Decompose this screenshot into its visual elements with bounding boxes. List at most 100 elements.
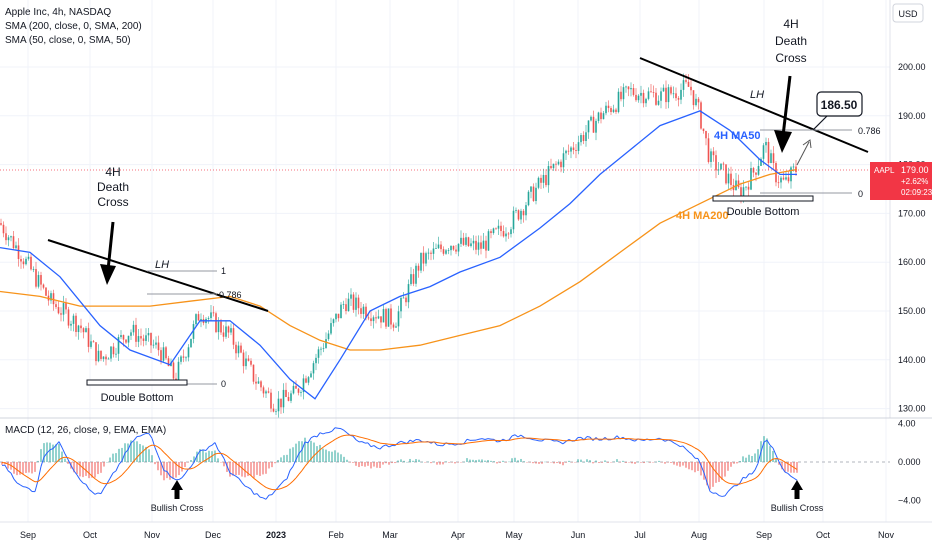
candle-body xyxy=(110,346,112,359)
macd-line xyxy=(220,453,225,459)
macd-histogram-bar xyxy=(463,461,465,463)
macd-line xyxy=(673,442,678,446)
candle-body xyxy=(380,316,382,323)
currency-label: USD xyxy=(898,9,918,19)
signal-line xyxy=(748,479,753,482)
macd-line xyxy=(37,466,42,481)
macd-histogram-bar xyxy=(376,462,378,468)
candle-body xyxy=(420,252,422,271)
candle-body xyxy=(600,112,602,120)
time-tick-label: Oct xyxy=(83,530,98,540)
macd-histogram-bar xyxy=(250,462,252,476)
macd-line xyxy=(754,463,759,471)
legend-sma200[interactable]: SMA (200, close, 0, SMA, 200) xyxy=(5,21,142,32)
macd-histogram-bar xyxy=(391,462,393,464)
signal-line xyxy=(763,463,768,469)
candle-body xyxy=(685,80,687,82)
legend[interactable]: Apple Inc, 4h, NASDAQ SMA (200, close, 0… xyxy=(5,6,142,48)
macd-axis[interactable]: 4.00 0.000 −4.00 xyxy=(898,419,921,506)
signal-line xyxy=(334,437,339,440)
macd-histogram-bar xyxy=(202,450,204,462)
macd-histogram-bar xyxy=(691,462,693,471)
candle-body xyxy=(670,87,672,94)
legend-sma50[interactable]: SMA (50, close, 0, SMA, 50) xyxy=(5,35,131,46)
macd-line xyxy=(196,450,201,456)
macd-histogram-bar xyxy=(673,462,675,465)
macd-histogram-bar xyxy=(562,462,564,466)
candle-body xyxy=(187,347,190,358)
signal-line xyxy=(766,460,771,465)
signal-line xyxy=(28,477,33,481)
macd-histogram-bar xyxy=(610,462,612,463)
macd-legend[interactable]: MACD (12, 26, close, 9, EMA, EMA) xyxy=(5,425,167,436)
macd-histogram-bar xyxy=(238,462,240,475)
macd-line xyxy=(397,440,402,444)
macd-line xyxy=(718,495,723,497)
macd-line xyxy=(46,449,51,454)
macd-line xyxy=(193,455,198,463)
signal-line xyxy=(4,462,9,465)
candle-body xyxy=(455,249,457,252)
candle-body xyxy=(662,87,665,92)
signal-line xyxy=(703,454,708,460)
macd-histogram-bar xyxy=(262,462,264,475)
macd-histogram-bar xyxy=(550,462,552,463)
macd-histogram-bar xyxy=(796,462,798,473)
signal-line xyxy=(202,459,207,463)
macd-line xyxy=(343,429,348,434)
macd-histogram-bar xyxy=(670,462,672,464)
price-tick-label: 190.00 xyxy=(898,111,926,121)
candle-body xyxy=(355,297,357,310)
candle-body xyxy=(237,345,240,354)
macd-histogram-bar xyxy=(640,462,642,463)
macd-histogram-bar xyxy=(40,449,42,462)
macd-line xyxy=(238,478,243,483)
macd-line xyxy=(760,441,765,452)
macd-histogram-bar xyxy=(457,462,459,463)
candle-body xyxy=(655,92,657,105)
signal-line xyxy=(55,459,60,464)
candle-body xyxy=(767,141,770,164)
candle-body xyxy=(367,317,370,319)
lh-right-label: LH xyxy=(750,89,764,101)
macd-histogram-bar xyxy=(724,462,726,477)
macd-histogram-bar xyxy=(277,460,279,462)
signal-line xyxy=(196,463,201,467)
macd-histogram-bar xyxy=(751,455,753,462)
candle-body xyxy=(100,350,102,359)
macd-line xyxy=(232,474,237,477)
macd-histogram-bar xyxy=(478,459,480,462)
macd-line xyxy=(742,476,747,479)
macd-histogram-bar xyxy=(451,462,453,463)
macd-histogram-bar xyxy=(145,446,147,462)
candle-body xyxy=(462,237,465,245)
candle-body xyxy=(292,385,295,394)
macd-histogram-bar xyxy=(367,462,369,466)
macd-line xyxy=(511,434,516,437)
macd-histogram-bar xyxy=(733,462,735,464)
macd-line xyxy=(508,435,513,441)
candle-body xyxy=(717,169,720,171)
signal-line xyxy=(694,447,699,451)
signal-line xyxy=(136,453,141,458)
candle-body xyxy=(352,294,355,310)
macd-line xyxy=(73,470,78,476)
currency-box[interactable] xyxy=(892,3,924,23)
price-axis[interactable]: 200.00190.00180.00170.00160.00150.00140.… xyxy=(889,0,926,418)
macd-histogram-bar xyxy=(394,462,396,464)
candle-body xyxy=(27,256,30,259)
time-axis[interactable]: Sep Oct Nov Dec 2023 Feb Mar Apr May Jun Jul Aug Sep… xyxy=(20,530,895,540)
candle-body xyxy=(210,312,212,319)
macd-histogram-bar xyxy=(514,457,516,462)
candle-body xyxy=(390,308,392,325)
symbol-title[interactable]: Apple Inc, 4h, NASDAQ xyxy=(5,7,112,18)
macd-histogram-bar xyxy=(676,462,678,466)
macd-line xyxy=(295,453,300,460)
candle-body xyxy=(432,248,435,254)
signal-line xyxy=(22,473,27,477)
macd-histogram-bar xyxy=(433,461,435,463)
candle-body xyxy=(155,342,157,345)
macd-line xyxy=(211,442,216,446)
candle-body xyxy=(130,332,132,336)
